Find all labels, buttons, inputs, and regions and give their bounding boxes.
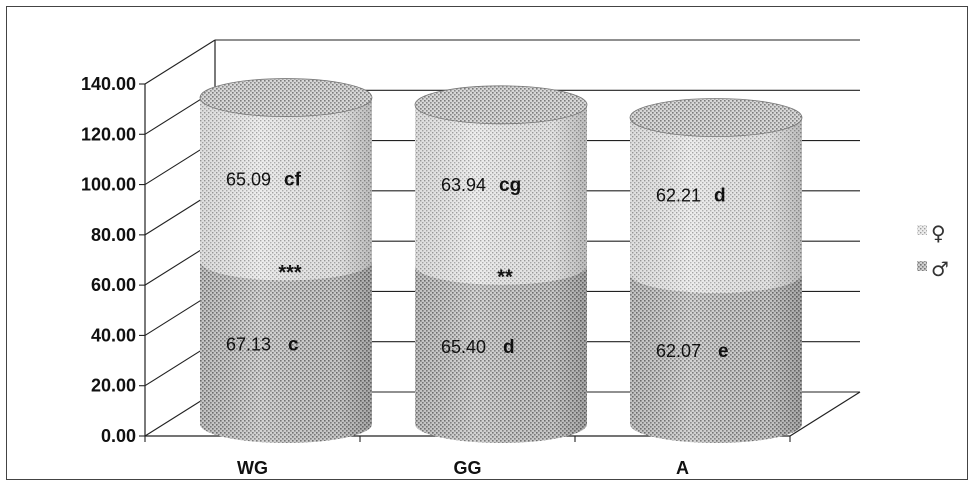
data-label-female-letter: cg xyxy=(499,175,521,196)
data-label-male-letter: d xyxy=(503,337,515,358)
data-label-female-value: 62.21 xyxy=(656,186,701,206)
y-tick-label: 80.00 xyxy=(91,225,136,245)
y-tick-label: 20.00 xyxy=(91,376,136,396)
cylinder-top-cap xyxy=(414,85,588,125)
data-label-female-value: 63.94 xyxy=(441,175,486,195)
data-label-male-value: 62.07 xyxy=(656,341,701,361)
y-tick-label: 40.00 xyxy=(91,325,136,345)
y-axis: 0.00 20.00 40.00 60.00 80.00 100.00 120.00 140.… xyxy=(81,74,146,446)
cylinder-a: 62.21 d 62.07 e xyxy=(629,98,803,444)
cylinder-shading xyxy=(200,97,372,443)
data-label-female-letter: cf xyxy=(284,169,302,190)
legend-swatch xyxy=(917,261,927,271)
gridline-side xyxy=(144,39,216,85)
y-tick-label: 120.00 xyxy=(81,124,136,144)
legend: ♀♂ xyxy=(917,221,949,281)
y-tick-label: 140.00 xyxy=(81,74,136,94)
cylinder-top-cap xyxy=(199,78,373,117)
x-axis: WG GG A xyxy=(144,436,791,478)
cylinder-shading xyxy=(630,117,802,444)
data-label-female-value: 65.09 xyxy=(226,169,271,189)
legend-label: ♂ xyxy=(931,257,949,281)
significance-marker: *** xyxy=(278,262,302,284)
x-tick-label: WG xyxy=(237,458,268,478)
data-label-male-letter: c xyxy=(288,335,299,356)
x-tick-label: GG xyxy=(453,458,481,478)
data-label-male-letter: e xyxy=(718,341,729,362)
legend-swatch xyxy=(917,225,927,235)
x-tick-label: A xyxy=(676,458,689,478)
y-tick-label: 0.00 xyxy=(101,426,136,446)
data-label-female-letter: d xyxy=(714,186,726,207)
significance-marker: ** xyxy=(497,267,513,289)
data-label-male-value: 67.13 xyxy=(226,335,271,355)
data-label-male-value: 65.40 xyxy=(441,337,486,357)
y-tick-label: 60.00 xyxy=(91,275,136,295)
cylinder-top-cap xyxy=(629,98,803,137)
cylinder-gg: 63.94 cg 65.40 d ** xyxy=(414,85,588,444)
y-tick-label: 100.00 xyxy=(81,175,136,195)
legend-label: ♀ xyxy=(931,221,946,245)
cylinder-wg: 65.09 cf 67.13 c *** xyxy=(199,78,373,443)
cylinder-shading xyxy=(415,104,587,444)
